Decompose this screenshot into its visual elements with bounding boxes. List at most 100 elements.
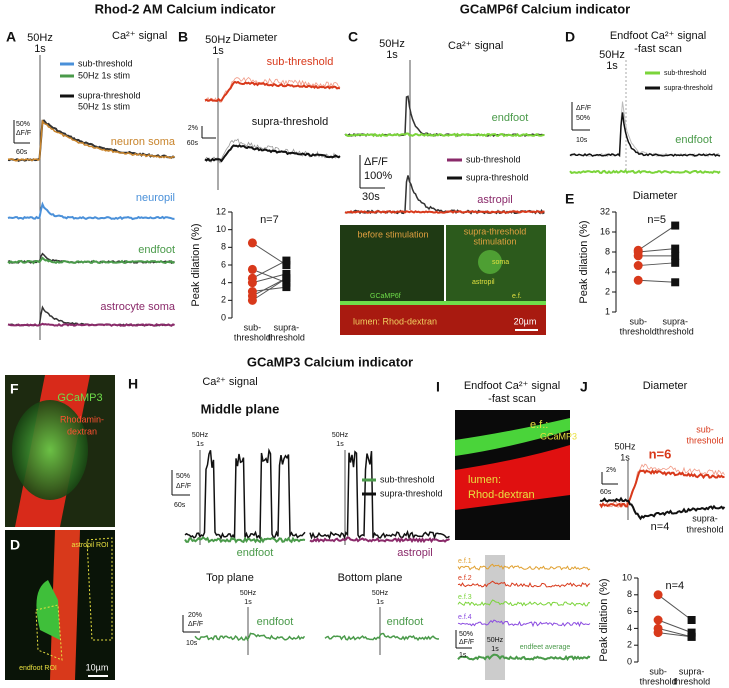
label: 1s	[620, 452, 630, 462]
label: dextran	[67, 426, 97, 436]
pair-line	[252, 277, 287, 297]
trace	[569, 112, 721, 158]
y-tick-label: 10	[622, 572, 632, 582]
label: 1s	[212, 45, 224, 57]
label: -fast scan	[488, 393, 536, 405]
trace	[204, 138, 341, 164]
y-tick-label: 2	[605, 286, 610, 296]
label: 30s	[362, 191, 380, 203]
label: Top plane	[206, 572, 254, 584]
dot	[282, 269, 291, 278]
label: 2%	[188, 125, 198, 132]
panel-label: F	[10, 381, 19, 397]
label: astrocyte soma	[100, 301, 175, 313]
n-label: n=7	[260, 214, 279, 226]
label: e.f.4	[458, 614, 472, 621]
dot	[247, 295, 257, 305]
dot	[633, 251, 643, 261]
x-tick-label: sub-	[649, 666, 667, 676]
pair-line	[252, 268, 287, 284]
label: endfoot	[138, 244, 175, 256]
label: 10s	[186, 640, 198, 647]
label: sub-threshold	[664, 70, 707, 77]
dot	[653, 628, 663, 638]
pair-line	[657, 627, 692, 638]
y-tick-label: 16	[600, 226, 610, 236]
label: 1s	[386, 49, 398, 61]
label: soma	[492, 259, 509, 266]
panel-label: D	[10, 537, 20, 553]
dot	[282, 278, 291, 287]
dot	[633, 275, 643, 285]
trace	[457, 580, 591, 588]
dot	[671, 244, 680, 253]
trace	[344, 210, 545, 214]
label: e.f.2	[458, 575, 472, 582]
label: 50Hz 1s stim	[78, 70, 130, 80]
label: supra-threshold	[464, 226, 527, 236]
y-tick-label: 0	[627, 656, 632, 666]
trace	[457, 599, 591, 607]
trace	[194, 632, 306, 642]
trace	[184, 536, 306, 544]
label: 50Hz	[379, 38, 405, 50]
label: 50Hz 1s stim	[78, 101, 130, 111]
heading: GCaMP6f Calcium indicator	[460, 1, 630, 16]
label: ΔF/F	[16, 130, 31, 137]
label: threshold	[686, 435, 723, 445]
pair-line	[252, 277, 287, 301]
label: supra-	[692, 513, 718, 523]
label: Diameter	[643, 380, 688, 392]
trace	[7, 119, 176, 162]
trace	[599, 496, 726, 521]
label: 20%	[188, 612, 202, 619]
dot	[687, 632, 696, 641]
x-tick-label: threshold	[673, 676, 710, 686]
x-tick-label: threshold	[640, 676, 677, 686]
label: Diameter	[233, 32, 278, 44]
panel-label: A	[6, 29, 16, 45]
label: 60s	[174, 502, 186, 509]
label: GCaMP3	[540, 431, 577, 441]
label: 50Hz	[487, 637, 504, 644]
label: 60s	[600, 489, 612, 496]
label: neuropil	[136, 192, 175, 204]
panel-label: C	[348, 29, 358, 45]
label: 2%	[606, 467, 616, 474]
label: sub-threshold	[380, 474, 435, 484]
label: endfoot	[675, 134, 712, 146]
pair-line	[252, 273, 287, 284]
label: e.f.:	[530, 419, 548, 431]
dot	[653, 615, 663, 625]
trace	[7, 119, 175, 162]
x-tick-label: sub-	[629, 316, 647, 326]
label: ΔF/F	[576, 105, 591, 112]
label: Endfoot Ca²⁺ signal	[464, 380, 560, 392]
label: 50Hz	[599, 49, 625, 61]
trace	[599, 468, 725, 509]
trace	[457, 653, 591, 662]
label: sub-	[696, 424, 714, 434]
label: endfoot	[237, 547, 274, 559]
y-tick-label: 10	[216, 224, 226, 234]
label: before stimulation	[357, 229, 428, 239]
label: 50%	[576, 115, 590, 122]
heading: GCaMP3 Calcium indicator	[247, 354, 413, 369]
label: lumen: Rhod-dextran	[353, 316, 437, 326]
y-tick-label: 8	[221, 242, 226, 252]
y-tick-label: 8	[627, 589, 632, 599]
label: 50Hz	[205, 34, 231, 46]
panel-label: B	[178, 29, 188, 45]
label: sub-threshold	[267, 56, 334, 68]
y-tick-label: 8	[605, 246, 610, 256]
trace	[204, 80, 341, 102]
y-tick-label: 4	[221, 277, 226, 287]
label: supra-threshold	[466, 172, 529, 182]
panel-label: I	[436, 379, 440, 395]
dot	[633, 261, 643, 271]
trace	[309, 450, 450, 541]
trace	[184, 447, 306, 541]
images	[5, 225, 570, 680]
trace	[7, 201, 175, 221]
